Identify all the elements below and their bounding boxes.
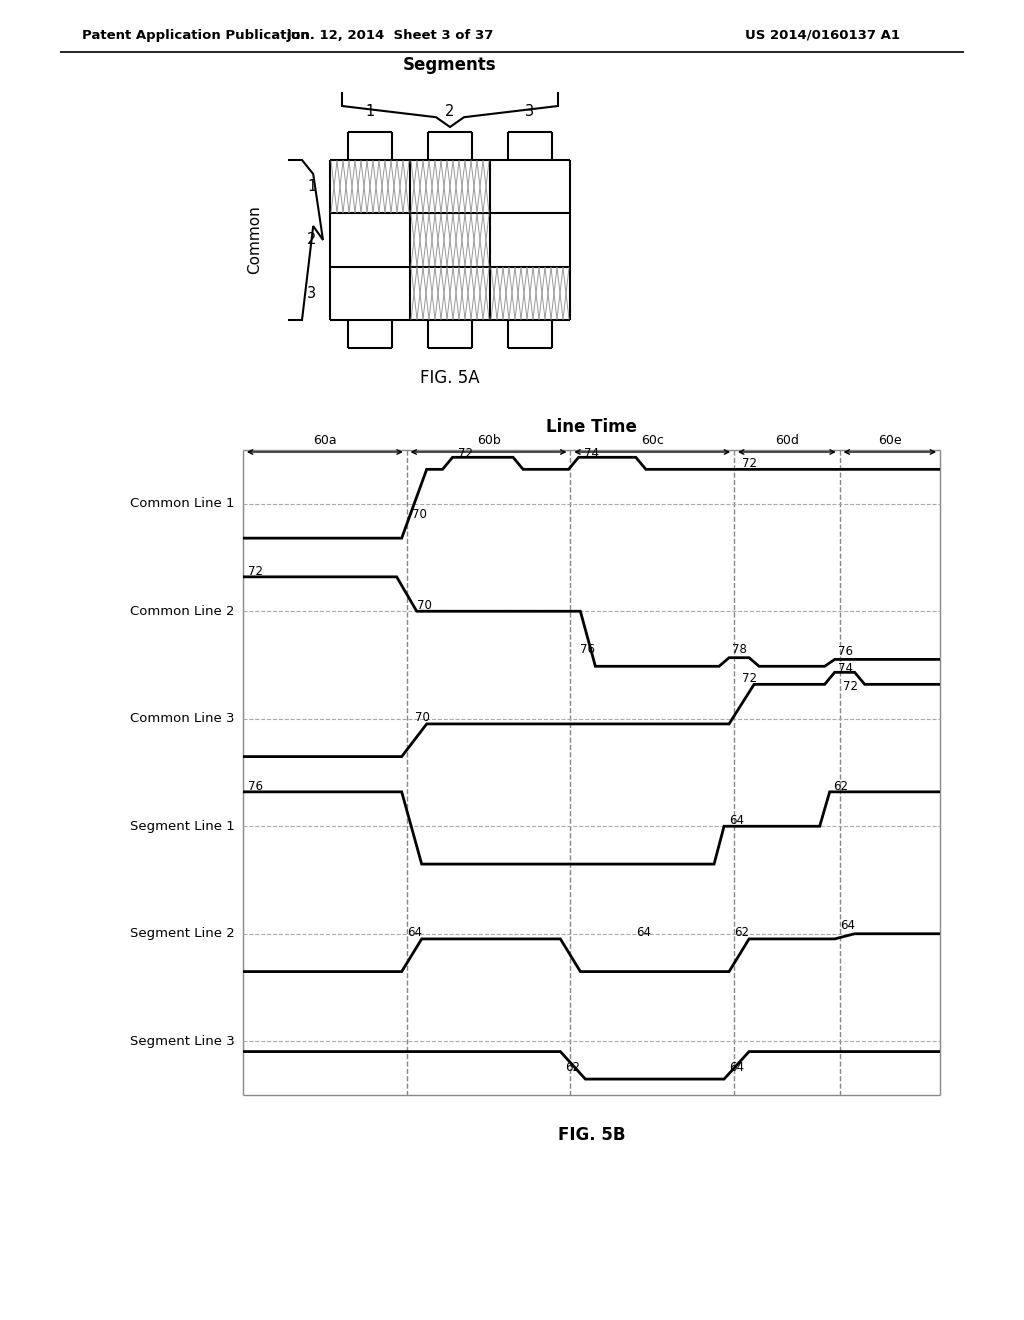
Text: Segment Line 3: Segment Line 3 [130,1035,234,1048]
Text: 1: 1 [307,180,316,194]
Text: 60a: 60a [313,433,337,446]
Text: Patent Application Publication: Patent Application Publication [82,29,309,41]
Text: Line Time: Line Time [546,418,637,436]
Text: 60d: 60d [775,433,799,446]
Text: Jun. 12, 2014  Sheet 3 of 37: Jun. 12, 2014 Sheet 3 of 37 [287,29,494,41]
Text: 3: 3 [525,104,535,120]
Text: 62: 62 [734,927,750,940]
Text: Common Line 1: Common Line 1 [130,498,234,511]
Text: 72: 72 [458,446,472,459]
Text: Common Line 2: Common Line 2 [130,605,234,618]
Text: Common Line 3: Common Line 3 [130,713,234,725]
Text: 60c: 60c [641,433,664,446]
Text: Segment Line 1: Segment Line 1 [130,820,234,833]
Text: 74: 74 [838,661,853,675]
Text: 72: 72 [248,565,263,578]
Text: Segment Line 2: Segment Line 2 [130,927,234,940]
Text: 76: 76 [838,645,853,659]
Text: 64: 64 [407,927,422,940]
Text: Segments: Segments [403,55,497,74]
Text: 70: 70 [417,599,431,611]
Text: 62: 62 [565,1060,581,1073]
Text: 3: 3 [307,286,316,301]
Text: 70: 70 [415,711,429,725]
Text: 72: 72 [742,672,757,685]
Text: 60e: 60e [878,433,902,446]
Text: 78: 78 [732,643,746,656]
Text: FIG. 5B: FIG. 5B [558,1126,626,1144]
Text: 64: 64 [636,927,651,940]
Text: 1: 1 [366,104,375,120]
Text: 76: 76 [248,780,263,793]
Text: 72: 72 [742,457,757,470]
Text: 64: 64 [729,813,744,826]
Text: 74: 74 [584,446,599,459]
Text: 72: 72 [843,680,858,693]
Text: 76: 76 [581,643,595,656]
Text: 2: 2 [307,232,316,248]
Text: US 2014/0160137 A1: US 2014/0160137 A1 [745,29,900,41]
Text: 60b: 60b [476,433,501,446]
Text: 62: 62 [833,780,848,793]
Text: 70: 70 [412,508,427,520]
Text: 64: 64 [729,1060,744,1073]
Text: Common: Common [248,206,262,275]
Text: 2: 2 [445,104,455,120]
Text: 64: 64 [840,919,855,932]
Text: FIG. 5A: FIG. 5A [420,370,480,387]
